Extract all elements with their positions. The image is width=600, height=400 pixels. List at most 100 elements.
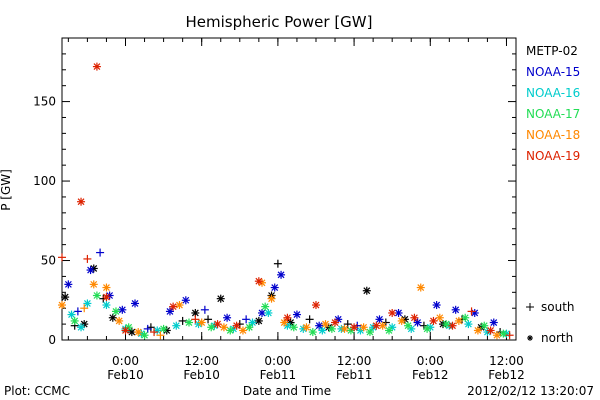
data-point-north <box>448 321 457 330</box>
data-point-north <box>318 326 327 335</box>
data-point-north <box>292 310 301 319</box>
data-point-north <box>464 320 473 329</box>
data-point-north <box>327 324 336 333</box>
data-point-north <box>451 305 460 314</box>
data-point-north <box>435 313 444 322</box>
y-axis: 0 50 100 150 <box>33 53 516 347</box>
data-point-north <box>365 328 374 337</box>
legend: METP-02 NOAA-15 NOAA-16 NOAA-17 NOAA-18 NOAA-… <box>526 44 580 345</box>
footer-credit: Plot: CCMC <box>4 384 70 398</box>
data-point-north <box>92 291 101 300</box>
data-point-north <box>245 323 254 332</box>
data-point-north <box>321 320 330 329</box>
x-tick-date: Feb12 <box>412 368 449 382</box>
data-point-north <box>86 266 95 275</box>
data-point-north <box>413 318 422 327</box>
data-point-south <box>204 315 213 324</box>
data-point-north <box>277 270 286 279</box>
data-point-north <box>280 318 289 327</box>
data-point-south <box>273 259 282 268</box>
data-point-north <box>77 323 86 332</box>
data-point-north <box>159 324 168 333</box>
data-point-north <box>184 318 193 327</box>
data-point-north <box>388 308 397 317</box>
data-point-north <box>232 321 241 330</box>
data-point-north <box>181 296 190 305</box>
data-point-north <box>340 324 349 333</box>
data-point-north <box>480 321 489 330</box>
data-point-north <box>213 320 222 329</box>
plot-frame <box>61 37 517 341</box>
legend-entry: NOAA-15 <box>526 65 580 79</box>
data-point-south <box>58 253 66 262</box>
y-tick-label: 50 <box>41 254 56 268</box>
data-point-north <box>442 320 451 329</box>
data-point-north <box>473 326 482 335</box>
legend-entry: NOAA-17 <box>526 107 580 121</box>
data-point-north <box>223 313 232 322</box>
data-point-north <box>254 316 263 325</box>
data-point-north <box>359 323 368 332</box>
legend-entry: NOAA-19 <box>526 149 580 163</box>
legend-marker-label: north <box>541 331 573 345</box>
data-point-north <box>134 328 143 337</box>
data-point-south <box>343 320 352 329</box>
data-point-north <box>102 283 111 292</box>
data-point-south <box>96 248 105 257</box>
data-point-north <box>283 313 292 322</box>
data-point-north <box>385 326 394 335</box>
data-point-north <box>461 313 470 322</box>
data-point-north <box>111 307 120 316</box>
data-point-north <box>416 283 425 292</box>
data-point-north <box>423 324 432 333</box>
x-tick-date: Feb11 <box>336 368 373 382</box>
data-point-south <box>150 328 159 337</box>
data-point-north <box>102 301 111 310</box>
data-point-north <box>165 307 174 316</box>
x-tick-time: 0:00 <box>417 354 444 368</box>
data-point-north <box>191 308 200 317</box>
data-point-north <box>486 326 495 335</box>
data-point-north <box>70 316 79 325</box>
data-point-north <box>397 316 406 325</box>
data-point-north <box>67 310 76 319</box>
x-tick-time: 12:00 <box>489 354 524 368</box>
data-point-south <box>83 254 92 263</box>
x-tick-time: 12:00 <box>184 354 219 368</box>
data-point-south <box>143 324 152 333</box>
x-axis-label: Date and Time <box>243 384 331 398</box>
data-points <box>58 62 514 340</box>
data-point-north <box>108 313 117 322</box>
data-point-north <box>102 293 111 302</box>
legend-entry: METP-02 <box>526 44 578 58</box>
data-point-north <box>121 326 130 335</box>
data-point-north <box>254 277 263 286</box>
data-point-north <box>454 316 463 325</box>
y-axis-label: P [GW] <box>0 169 13 211</box>
data-point-north <box>197 318 206 327</box>
data-point-north <box>350 323 359 332</box>
data-point-north <box>64 280 73 289</box>
data-point-south <box>305 315 314 324</box>
data-point-north <box>140 331 149 340</box>
data-point-south <box>178 316 187 325</box>
data-point-north <box>499 329 508 338</box>
data-point-north <box>261 302 270 311</box>
legend-marker <box>527 335 533 341</box>
data-point-north <box>172 321 181 330</box>
data-point-north <box>89 280 98 289</box>
data-point-north <box>207 323 216 332</box>
chart-title: Hemispheric Power [GW] <box>186 13 373 31</box>
data-point-south <box>467 307 476 316</box>
data-point-north <box>308 328 317 337</box>
data-point-south <box>73 307 82 316</box>
data-point-north <box>375 315 384 324</box>
data-point-north <box>77 197 86 206</box>
data-point-north <box>238 326 247 335</box>
data-point-north <box>362 286 371 295</box>
data-point-south <box>200 305 209 314</box>
x-tick-date: Feb10 <box>183 368 220 382</box>
data-point-north <box>315 321 324 330</box>
data-point-north <box>270 283 279 292</box>
data-point-north <box>58 301 66 310</box>
